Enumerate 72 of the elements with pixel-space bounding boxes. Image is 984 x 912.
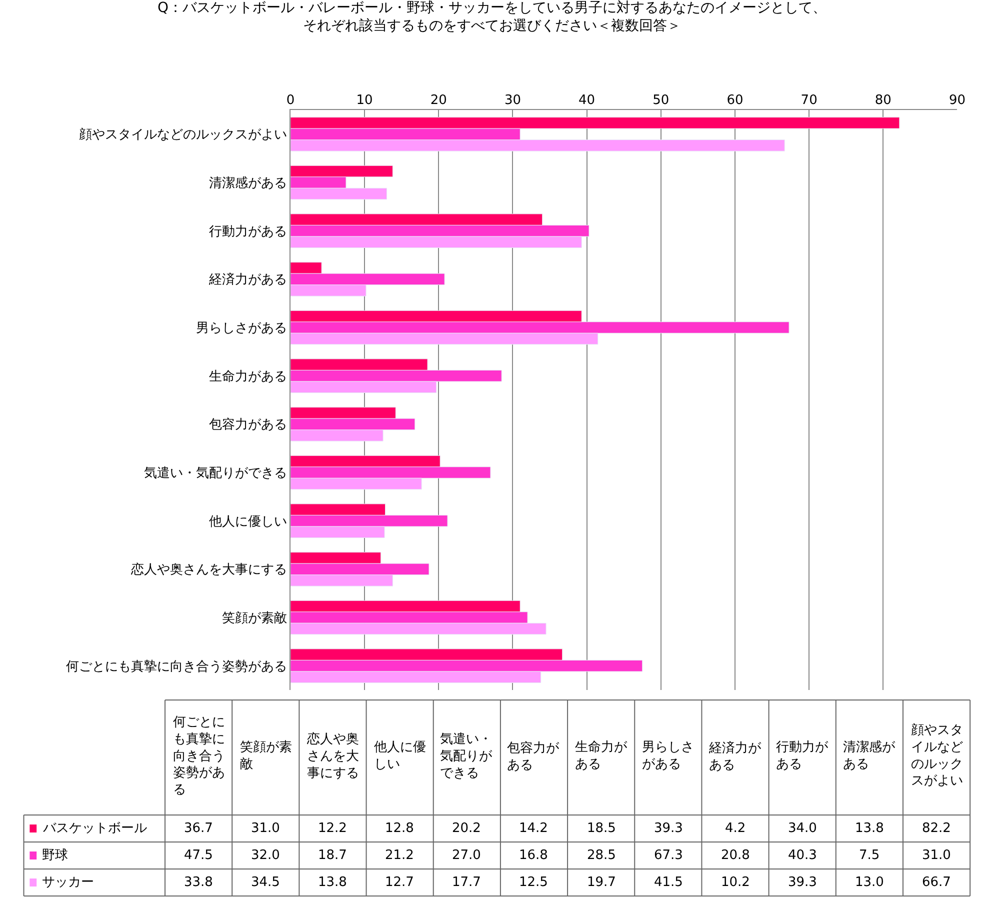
y-tick-label: 気遣い・気配りができる bbox=[144, 466, 287, 482]
x-tick-label: 0 bbox=[286, 92, 295, 108]
x-tick-label: 40 bbox=[578, 92, 596, 108]
category-label: 他人に優しい bbox=[374, 740, 426, 772]
data-label: 13.0 bbox=[855, 875, 884, 890]
data-label: 21.2 bbox=[385, 848, 414, 863]
category-label: 気遣い・気配りができる bbox=[440, 732, 493, 781]
data-label: 39.3 bbox=[788, 875, 817, 890]
y-tick-label: 生命力がある bbox=[208, 369, 287, 384]
y-tick-label: 笑顔が素敵 bbox=[222, 611, 287, 626]
data-label: 39.3 bbox=[654, 821, 683, 836]
data-label: 66.7 bbox=[922, 875, 951, 890]
y-tick-label: 包容力がある bbox=[208, 416, 287, 433]
data-label: 12.8 bbox=[385, 821, 414, 836]
data-label: 16.8 bbox=[519, 848, 548, 863]
y-tick-label: 何ごとにも真摯に向き合う姿勢がある bbox=[66, 659, 287, 674]
data-label: 13.8 bbox=[855, 821, 884, 836]
y-tick-label: 行動力がある bbox=[208, 224, 287, 240]
category-label: 清潔感がある bbox=[843, 740, 896, 772]
x-tick-label: 20 bbox=[430, 92, 447, 108]
x-tick-label: 30 bbox=[504, 92, 521, 108]
data-label: 4.2 bbox=[725, 821, 746, 836]
data-label: 82.2 bbox=[922, 821, 951, 836]
y-tick-label: 男らしさがある bbox=[196, 321, 287, 336]
legend-label: バスケットボール bbox=[42, 821, 147, 836]
category-label: 生命力がある bbox=[575, 740, 628, 772]
x-tick-label: 70 bbox=[800, 92, 818, 108]
x-tick-label: 50 bbox=[652, 92, 670, 108]
data-label: 27.0 bbox=[452, 848, 481, 863]
data-label: 13.8 bbox=[318, 875, 347, 890]
category-label: 経済力がある bbox=[708, 740, 762, 773]
data-label: 20.2 bbox=[452, 821, 481, 836]
data-label: 47.5 bbox=[184, 848, 213, 863]
data-label: 7.5 bbox=[859, 848, 880, 863]
y-tick-label: 清潔感がある bbox=[208, 176, 287, 192]
data-label: 40.3 bbox=[788, 848, 817, 863]
category-label: 包容力がある bbox=[507, 740, 560, 773]
data-label: 31.0 bbox=[922, 848, 951, 863]
data-label: 12.2 bbox=[318, 821, 347, 836]
x-tick-label: 90 bbox=[948, 92, 966, 108]
category-label: 行動力がある bbox=[776, 740, 829, 772]
data-label: 19.7 bbox=[587, 875, 616, 890]
chart-title: Q：バスケットボール・バレーボール・野球・サッカーをしている男子に対するあなたのイメージとして、それぞれ該当するものをすべてお選びください＜複数回答＞ bbox=[157, 0, 827, 34]
x-tick-label: 10 bbox=[356, 92, 373, 108]
data-label: 34.0 bbox=[788, 821, 817, 836]
data-label: 10.2 bbox=[721, 875, 750, 890]
category-label: 顔やスタイルなどのルックスがよい bbox=[911, 723, 963, 789]
data-label: 36.7 bbox=[184, 821, 213, 836]
data-label: 18.7 bbox=[318, 848, 347, 863]
data-label: 18.5 bbox=[587, 821, 616, 836]
data-label: 14.2 bbox=[519, 821, 548, 836]
data-label: 31.0 bbox=[251, 821, 280, 836]
legend-label: サッカー bbox=[42, 875, 94, 890]
category-label: 恋人や奥さんを大事にする bbox=[306, 731, 359, 781]
category-label: 男らしさがある bbox=[642, 740, 694, 772]
data-label: 17.7 bbox=[452, 875, 481, 890]
legend-label: 野球 bbox=[42, 848, 68, 863]
y-tick-label: 経済力がある bbox=[208, 272, 287, 288]
data-label: 20.8 bbox=[721, 848, 750, 863]
x-tick-label: 60 bbox=[726, 92, 744, 108]
y-tick-label: 他人に優しい bbox=[208, 514, 287, 530]
y-tick-label: 顔やスタイルなどのルックスがよい bbox=[78, 128, 287, 143]
data-label: 67.3 bbox=[654, 848, 683, 863]
data-label: 12.5 bbox=[519, 875, 548, 890]
data-label: 33.8 bbox=[184, 875, 213, 890]
data-label: 28.5 bbox=[587, 848, 616, 863]
x-tick-label: 80 bbox=[874, 92, 892, 108]
y-tick-label: 恋人や奥さんを大事にする bbox=[130, 562, 287, 578]
data-label: 34.5 bbox=[251, 875, 280, 890]
data-label: 41.5 bbox=[654, 875, 683, 890]
data-label: 12.7 bbox=[385, 875, 414, 890]
data-label: 32.0 bbox=[251, 848, 280, 863]
